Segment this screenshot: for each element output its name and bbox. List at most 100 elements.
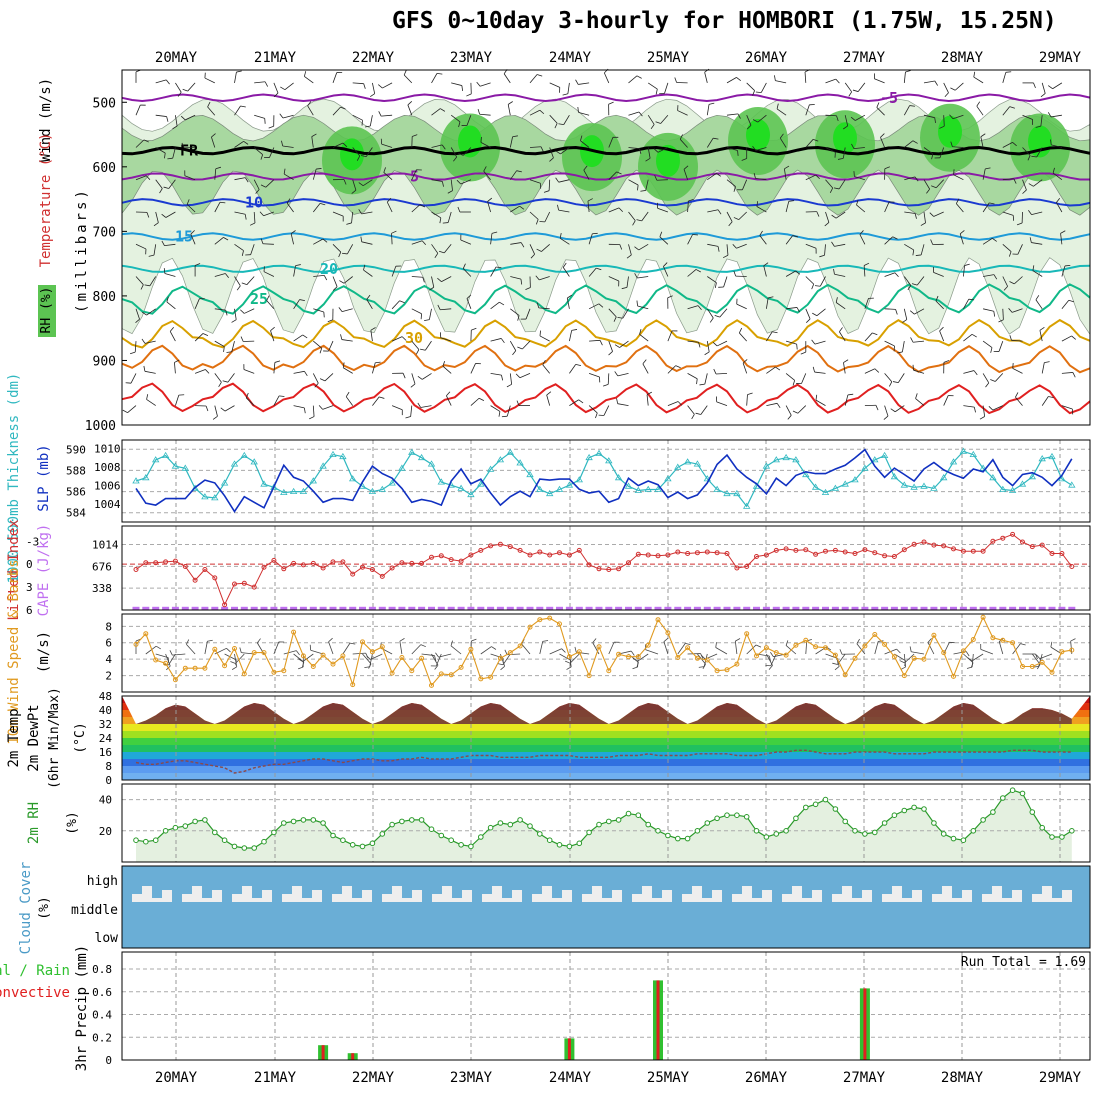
wind-barb-flag <box>530 253 535 259</box>
wind10-barb-shaft <box>145 645 157 655</box>
wind-barb-shaft <box>884 201 890 213</box>
wind-barb <box>1002 276 1008 291</box>
rh2m-point <box>940 831 947 837</box>
rh2m-point <box>615 817 622 823</box>
rh2m-point <box>675 835 681 842</box>
wind-barb-shaft <box>273 82 279 94</box>
lifted-index-point <box>192 577 198 583</box>
wind-barb-shaft <box>1041 396 1049 406</box>
wind-barb-flag <box>592 232 598 235</box>
cape-bar <box>703 606 711 610</box>
wind-barb <box>506 373 513 388</box>
wind-barb-shaft <box>529 109 540 116</box>
wind-barb <box>588 303 604 310</box>
wind-barb-flag <box>218 381 222 387</box>
wind-barb <box>864 404 879 411</box>
wind-barb <box>923 80 939 86</box>
wind-barb <box>1009 276 1023 285</box>
wind-barb-flag <box>194 263 201 266</box>
wind-barb <box>687 340 701 348</box>
wind-barb-shaft <box>923 179 931 190</box>
cape-bar <box>782 606 790 610</box>
wind-barb-shaft <box>352 82 364 85</box>
wind-barb-shaft <box>707 243 719 247</box>
wind-barb <box>805 243 817 254</box>
wind-barb-shaft <box>263 271 275 277</box>
wind10-barb <box>431 653 439 670</box>
wind-barb-flag <box>453 156 458 162</box>
wind-barb <box>555 177 570 183</box>
rh2m-point <box>1000 795 1006 801</box>
wind-barb-flag <box>549 157 554 162</box>
wind-barb-flag <box>1044 361 1050 363</box>
wind-barb-shaft <box>155 114 167 117</box>
wind-barb <box>837 147 846 160</box>
wind-barb-shaft <box>825 211 830 223</box>
wind-barb-flag <box>1033 82 1036 89</box>
wind-barb-shaft <box>638 243 649 251</box>
wind-barb <box>983 308 996 317</box>
rh2m-point <box>1069 828 1075 834</box>
cloud-gap <box>282 894 292 902</box>
wind-barb-flag <box>836 115 839 122</box>
thickness-point <box>398 464 406 471</box>
wind-barb-flag <box>636 300 638 307</box>
wind-barb-shaft <box>659 236 669 245</box>
wind-barb-shaft <box>194 333 204 342</box>
cape-bar <box>615 606 623 610</box>
wind-barb-flag <box>260 184 267 188</box>
rh2m-point <box>832 806 839 812</box>
wind-barb <box>283 168 294 181</box>
lifted-index-point <box>704 549 710 555</box>
thickness-point <box>634 486 643 493</box>
wind-barb-flag <box>319 348 323 354</box>
wind-barb-flag <box>338 251 342 258</box>
wind-barb <box>411 340 420 355</box>
cloud-gap <box>132 894 142 902</box>
temp-color-band <box>122 738 1090 745</box>
wind-barb-shaft <box>894 405 905 413</box>
wind-barb <box>628 147 642 154</box>
wind-barb-shaft <box>982 168 986 180</box>
wind-barb-flag <box>698 342 701 348</box>
wind-barb <box>990 373 1004 382</box>
wind10-point <box>261 650 267 656</box>
wind-barb-flag <box>562 262 567 268</box>
wind-barb-flag <box>363 83 366 89</box>
wind-barb-flag <box>440 108 446 112</box>
wind-barb <box>122 405 137 414</box>
wind10-barb-flag <box>785 640 789 646</box>
wind-barb-shaft <box>738 211 747 220</box>
wind-barb-shaft <box>903 71 906 83</box>
wind-barb-flag <box>543 190 550 193</box>
wind-barb-shaft <box>1002 178 1014 181</box>
wind-barb <box>194 263 201 277</box>
cape-bar <box>585 606 593 610</box>
cape-bar <box>772 606 780 610</box>
wind-barb-flag <box>753 173 756 179</box>
wind-barb-shaft <box>244 308 255 314</box>
wind-barb <box>358 179 373 187</box>
rh2m-point <box>822 796 829 803</box>
wind-barb-flag <box>577 106 579 113</box>
wind-barb-shaft <box>273 395 280 406</box>
wind-barb <box>352 147 361 161</box>
wind-barb <box>935 295 944 310</box>
wind-barb <box>1002 106 1015 116</box>
wind10-barb-flag <box>364 666 370 669</box>
cloud-gap <box>312 890 322 902</box>
wind10-barb-flag <box>1070 638 1076 642</box>
rh2m-point <box>901 807 908 814</box>
wind-barb-shaft <box>963 265 965 277</box>
wind10-barb-shaft <box>904 653 915 664</box>
date-label-top: 26MAY <box>745 50 788 66</box>
wind-barb-shaft <box>839 331 846 342</box>
wind-barb-flag <box>182 88 188 92</box>
wind-barb-flag <box>677 401 683 406</box>
wind-barb <box>1002 71 1012 84</box>
wind-barb-shaft <box>904 140 914 148</box>
wind-barb <box>253 147 264 160</box>
wind-barb-flag <box>323 350 329 352</box>
wind-barb-flag <box>934 117 936 124</box>
wind-barb <box>281 140 294 148</box>
